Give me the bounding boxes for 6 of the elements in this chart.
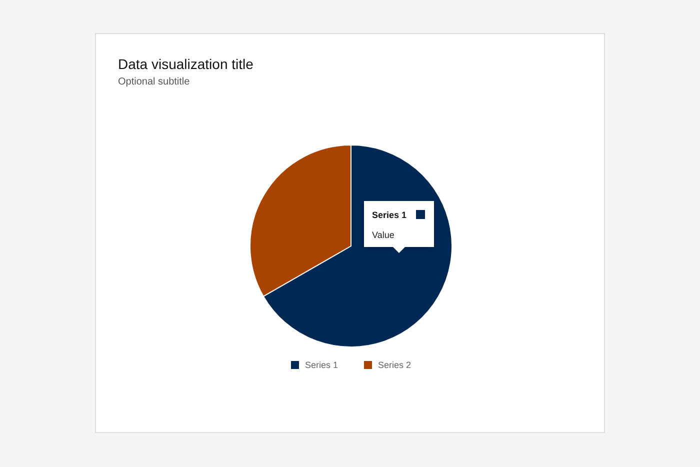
text: Optional subtitle bbox=[118, 76, 190, 88]
chart-title: Data visualization title bbox=[118, 56, 254, 72]
text: Value bbox=[372, 230, 394, 240]
slice-label: Series 1 bbox=[372, 210, 407, 220]
legend-label: Series 2 bbox=[378, 360, 412, 370]
legend-label: Series 1 bbox=[304, 360, 338, 370]
